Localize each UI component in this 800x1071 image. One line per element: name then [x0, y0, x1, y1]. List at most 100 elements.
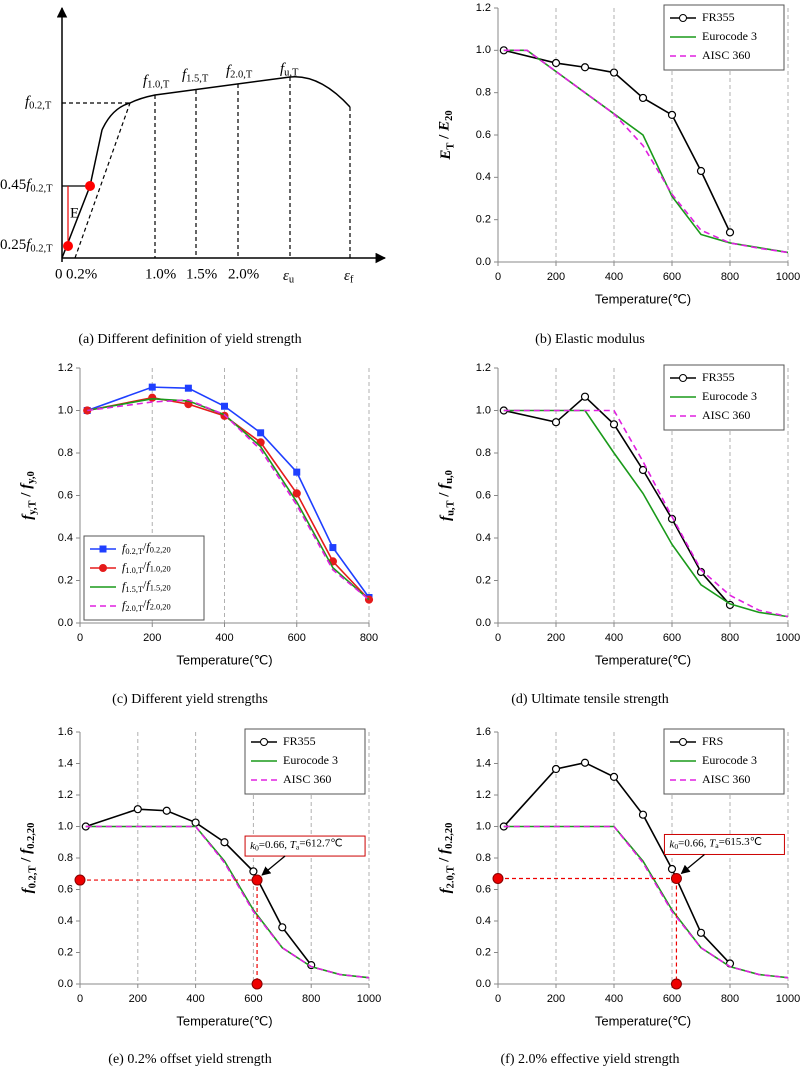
y-axis-title: fy,T / fy,0	[18, 471, 38, 520]
legend-label: f1.0,T/f1.0,20	[122, 558, 171, 574]
y-axis-title: fu,T / fu,0	[436, 470, 456, 521]
x-tick-label: 200	[143, 632, 161, 644]
point	[638, 93, 648, 103]
y-tick-label: 0.4	[476, 915, 491, 927]
y-tick-label: 0.8	[476, 852, 491, 864]
diagram-label: f1.0,T	[143, 73, 170, 91]
diagram-label: 0.2%	[66, 266, 97, 282]
point	[725, 228, 735, 237]
point	[609, 772, 619, 781]
y-tick-label: 0.8	[58, 852, 73, 864]
annotation-arrow	[680, 853, 705, 875]
y-tick-label: 0.0	[476, 978, 491, 990]
x-tick-label: 400	[605, 993, 623, 1005]
y-tick-label: 1.2	[476, 789, 491, 801]
diagram-drawing	[56, 6, 387, 264]
legend-label: f0.2,T/f0.2,20	[122, 539, 171, 555]
point	[329, 544, 337, 552]
point	[580, 392, 590, 401]
caption: (f) 2.0% effective yield strength	[501, 1052, 680, 1067]
point	[696, 166, 706, 176]
series-line	[503, 395, 731, 606]
legend-marker	[260, 738, 268, 746]
series-line	[85, 825, 370, 979]
y-tick-label: 1.0	[476, 820, 491, 832]
y-tick-label: 1.4	[58, 757, 73, 769]
diagram-label: 0	[55, 266, 63, 282]
annotation-box	[663, 833, 785, 855]
y-tick-label: 0.4	[58, 915, 73, 927]
y-tick-label: 0.6	[476, 883, 491, 895]
point	[667, 110, 677, 119]
legend-marker	[679, 14, 687, 22]
point	[220, 838, 229, 847]
y-tick-label: 1.0	[476, 44, 491, 56]
legend-label: f1.5,T/f1.5,20	[122, 577, 171, 593]
legend-label: AISC 360	[702, 772, 750, 786]
legend-label: Eurocode 3	[283, 753, 338, 767]
x-tick-label: 0	[77, 632, 83, 644]
y-tick-label: 0.2	[476, 574, 491, 586]
marker-point	[74, 874, 86, 886]
y-tick-label: 0.8	[476, 87, 491, 99]
series-line	[85, 808, 312, 966]
y-axis-title: ET / E20	[436, 110, 456, 160]
legend-label: Eurocode 3	[702, 753, 757, 767]
y-tick-label: 1.0	[58, 820, 73, 832]
point	[257, 429, 265, 437]
y-tick-label: 0.6	[476, 489, 491, 501]
point	[638, 465, 648, 475]
diagram-label: εu	[283, 268, 295, 286]
x-axis-title: Temperature(℃)	[176, 1013, 272, 1028]
legend-label: f2.0,T/f2.0,20	[122, 596, 171, 612]
y-tick-label: 1.4	[476, 757, 491, 769]
diagram-label: εf	[344, 268, 354, 286]
point	[191, 818, 200, 827]
y-tick-label: 0.0	[58, 978, 73, 990]
y-tick-label: 1.0	[58, 404, 73, 416]
y-tick-label: 0.2	[58, 574, 73, 586]
point	[667, 864, 677, 874]
y-tick-label: 0.2	[58, 946, 73, 958]
y-tick-label: 1.2	[476, 2, 491, 14]
point	[551, 58, 561, 68]
y-tick-label: 0.4	[58, 532, 73, 544]
legend-label: AISC 360	[702, 48, 750, 62]
x-tick-label: 400	[605, 632, 623, 644]
series-line	[503, 409, 789, 618]
y-tick-label: 0.4	[476, 171, 491, 183]
y-tick-label: 1.2	[58, 362, 73, 374]
marker-point	[251, 978, 263, 990]
x-tick-label: 0	[495, 632, 501, 644]
legend-label: Eurocode 3	[702, 389, 757, 403]
point	[609, 68, 619, 77]
diagram-label: 1.0%	[145, 266, 176, 282]
y-tick-label: 0.8	[476, 447, 491, 459]
x-tick-label: 800	[302, 993, 320, 1005]
point	[249, 867, 258, 876]
legend-marker	[99, 545, 107, 553]
point	[162, 806, 171, 815]
x-tick-label: 400	[215, 632, 233, 644]
point	[580, 758, 590, 767]
x-tick-label: 0	[495, 271, 501, 283]
legend-label: AISC 360	[702, 408, 750, 422]
point	[551, 418, 561, 427]
x-axis-title: Temperature(℃)	[595, 291, 691, 306]
y-tick-label: 0.0	[476, 256, 491, 268]
diagram-label: f2.0,T	[226, 63, 253, 81]
point	[184, 384, 192, 392]
caption: (e) 0.2% offset yield strength	[108, 1052, 271, 1067]
x-tick-label: 600	[663, 632, 681, 644]
point	[221, 402, 228, 410]
diagram-label: f0.2,T	[25, 94, 52, 112]
x-tick-label: 200	[547, 271, 565, 283]
legend-label: FRS	[702, 734, 723, 748]
y-tick-label: 1.0	[476, 404, 491, 416]
marker-point	[251, 874, 263, 886]
marker-point	[670, 978, 682, 990]
y-tick-label: 0.2	[476, 214, 491, 226]
x-tick-label: 800	[721, 993, 739, 1005]
legend-label: FR355	[283, 734, 316, 748]
